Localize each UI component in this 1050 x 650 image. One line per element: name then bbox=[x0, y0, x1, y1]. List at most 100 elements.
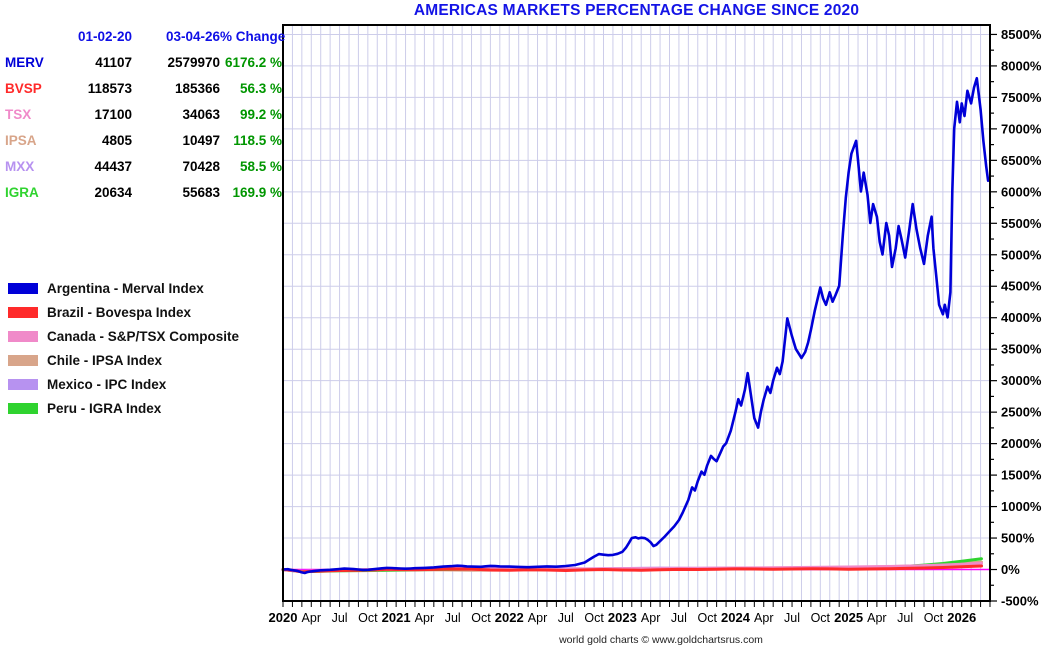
legend-item: Chile - IPSA Index bbox=[8, 348, 239, 372]
legend-label: Mexico - IPC Index bbox=[47, 376, 167, 392]
row-label: IPSA bbox=[5, 133, 37, 148]
row-end-value: 10497 bbox=[182, 133, 220, 148]
row-start-value: 118573 bbox=[87, 81, 132, 96]
x-tick-label: Apr bbox=[867, 611, 886, 625]
x-tick-label: Apr bbox=[641, 611, 660, 625]
legend-item: Mexico - IPC Index bbox=[8, 372, 239, 396]
table-row: BVSP 118573 185366 56.3 % bbox=[2, 76, 282, 102]
row-start-value: 17100 bbox=[94, 107, 132, 122]
row-end-value: 2579970 bbox=[167, 55, 220, 70]
x-tick-label: 2026 bbox=[947, 610, 976, 625]
x-tick-label: 2024 bbox=[721, 610, 751, 625]
row-change-value: 118.5 % bbox=[233, 133, 282, 148]
legend-label: Argentina - Merval Index bbox=[47, 280, 204, 296]
x-tick-label: Jul bbox=[897, 611, 913, 625]
y-tick-label: 1500% bbox=[1001, 468, 1042, 483]
x-tick-label: Oct bbox=[358, 611, 378, 625]
y-tick-label: 3500% bbox=[1001, 342, 1042, 357]
x-tick-label: Oct bbox=[697, 611, 717, 625]
legend-swatch-icon bbox=[8, 378, 38, 390]
legend-label: Brazil - Bovespa Index bbox=[47, 304, 192, 320]
table-row: MERV 41107 2579970 6176.2 % bbox=[2, 50, 282, 76]
legend-swatch-icon bbox=[8, 402, 38, 414]
copyright-footer: world gold charts © www.goldchartsrus.co… bbox=[559, 634, 763, 646]
y-tick-label: 1000% bbox=[1001, 499, 1042, 514]
y-tick-label: 6000% bbox=[1001, 184, 1042, 199]
y-tick-label: 2000% bbox=[1001, 436, 1042, 451]
table-row: IGRA 20634 55683 169.9 % bbox=[2, 180, 282, 206]
row-change-value: 56.3 % bbox=[239, 81, 282, 96]
y-tick-label: -500% bbox=[1001, 594, 1039, 609]
row-start-value: 41107 bbox=[95, 55, 132, 70]
x-tick-label: Jul bbox=[671, 611, 687, 625]
legend-item: Brazil - Bovespa Index bbox=[8, 300, 239, 324]
row-start-value: 20634 bbox=[94, 185, 132, 200]
row-end-value: 34063 bbox=[182, 107, 220, 122]
y-tick-label: 8500% bbox=[1001, 27, 1042, 42]
x-tick-label: Jul bbox=[784, 611, 800, 625]
row-end-value: 70428 bbox=[182, 159, 220, 174]
row-label: IGRA bbox=[5, 185, 39, 200]
stats-header-end-date: 03-04-26 bbox=[165, 29, 220, 44]
row-end-value: 55683 bbox=[182, 185, 220, 200]
x-tick-label: Oct bbox=[584, 611, 604, 625]
row-start-value: 4805 bbox=[101, 133, 132, 148]
x-tick-label: 2025 bbox=[834, 610, 863, 625]
plot-border bbox=[282, 24, 991, 602]
y-tick-label: 8000% bbox=[1001, 58, 1042, 73]
table-row: IPSA 4805 10497 118.5 % bbox=[2, 128, 282, 154]
legend-label: Canada - S&P/TSX Composite bbox=[47, 328, 240, 344]
x-tick-label: 2023 bbox=[608, 610, 637, 625]
legend-label: Chile - IPSA Index bbox=[47, 352, 163, 368]
table-row: MXX 44437 70428 58.5 % bbox=[2, 154, 282, 180]
stats-header-start-date: 01-02-20 bbox=[77, 29, 132, 44]
legend-swatch-icon bbox=[8, 330, 38, 342]
x-tick-label: Oct bbox=[924, 611, 944, 625]
legend-item: Peru - IGRA Index bbox=[8, 396, 239, 420]
row-end-value: 185366 bbox=[174, 81, 220, 96]
y-tick-label: 7000% bbox=[1001, 121, 1042, 136]
x-tick-label: Apr bbox=[415, 611, 434, 625]
row-start-value: 44437 bbox=[94, 159, 132, 174]
legend-item: Argentina - Merval Index bbox=[8, 276, 239, 300]
stats-header-change: % Change bbox=[220, 29, 286, 44]
y-tick-label: 0% bbox=[1001, 562, 1020, 577]
x-tick-label: Jul bbox=[558, 611, 574, 625]
x-tick-label: 2021 bbox=[382, 610, 411, 625]
x-tick-label: Oct bbox=[471, 611, 491, 625]
legend-label: Peru - IGRA Index bbox=[47, 400, 162, 416]
x-tick-label: Oct bbox=[811, 611, 831, 625]
x-tick-label: Apr bbox=[528, 611, 547, 625]
legend-swatch-icon bbox=[8, 282, 38, 294]
legend: Argentina - Merval Index Brazil - Bovesp… bbox=[8, 276, 239, 420]
row-label: MERV bbox=[5, 55, 44, 70]
row-label: BVSP bbox=[5, 81, 42, 96]
row-label: TSX bbox=[5, 107, 32, 122]
legend-swatch-icon bbox=[8, 306, 38, 318]
stats-header-row: 01-02-20 03-04-26 % Change bbox=[2, 24, 286, 50]
x-tick-label: Jul bbox=[445, 611, 461, 625]
y-tick-label: 7500% bbox=[1001, 90, 1042, 105]
x-tick-label: Apr bbox=[754, 611, 773, 625]
y-tick-label: 4500% bbox=[1001, 279, 1042, 294]
y-tick-label: 500% bbox=[1001, 531, 1035, 546]
table-row: TSX 17100 34063 99.2 % bbox=[2, 102, 282, 128]
y-tick-label: 3000% bbox=[1001, 373, 1042, 388]
legend-item: Canada - S&P/TSX Composite bbox=[8, 324, 239, 348]
x-tick-label: Jul bbox=[332, 611, 348, 625]
row-change-value: 169.9 % bbox=[232, 185, 282, 200]
row-change-value: 6176.2 % bbox=[224, 55, 282, 70]
x-tick-label: 2022 bbox=[495, 610, 524, 625]
stats-table: 01-02-20 03-04-26 % Change MERV 41107 25… bbox=[2, 24, 286, 206]
y-tick-label: 4000% bbox=[1001, 310, 1042, 325]
row-change-value: 58.5 % bbox=[239, 159, 282, 174]
series-line-MERV bbox=[281, 76, 990, 575]
y-tick-label: 6500% bbox=[1001, 153, 1042, 168]
y-tick-label: 2500% bbox=[1001, 405, 1042, 420]
legend-swatch-icon bbox=[8, 354, 38, 366]
y-tick-label: 5000% bbox=[1001, 247, 1042, 262]
row-change-value: 99.2 % bbox=[239, 107, 282, 122]
x-tick-label: Apr bbox=[302, 611, 321, 625]
